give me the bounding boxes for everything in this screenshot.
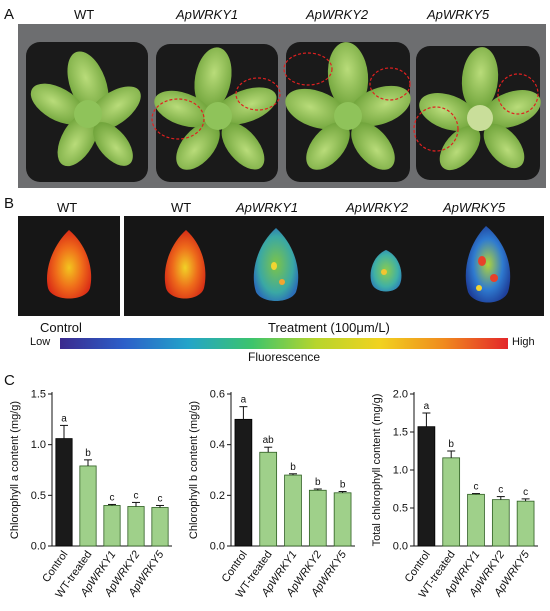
y-tick-label: 0.5 bbox=[393, 503, 408, 515]
damage-circle bbox=[369, 67, 411, 101]
bar bbox=[55, 438, 73, 547]
significance-letter: a bbox=[241, 395, 247, 406]
panel-b-label-wt: WT bbox=[171, 200, 192, 215]
damage-circle bbox=[497, 73, 539, 115]
panel-a-label-wt: WT bbox=[74, 7, 95, 22]
bar bbox=[79, 465, 97, 547]
y-tick-label: 0.4 bbox=[210, 439, 225, 451]
treatment-fluorescence-box bbox=[124, 216, 544, 316]
chlorophyll-a-chart: 0.0 0.5 1.0 1.5 Chlorophyll a content (mg/g)… bbox=[9, 389, 172, 600]
total-chlorophyll-chart: 0.0 0.5 1.0 1.5 2.0 Total chlorophyll content… bbox=[371, 389, 538, 600]
bar bbox=[234, 418, 253, 547]
rosette-apwrky1 bbox=[154, 47, 277, 170]
bar bbox=[151, 507, 169, 547]
panel-a-label-apwrky2: ApWRKY2 bbox=[306, 7, 369, 22]
control-leaf bbox=[46, 230, 92, 299]
scale-high-label: High bbox=[512, 336, 535, 348]
y-tick-label: 0.2 bbox=[210, 490, 225, 502]
plant-photo-drawing bbox=[18, 24, 546, 188]
bar bbox=[467, 493, 485, 547]
bar bbox=[308, 489, 327, 547]
treatment-leaves bbox=[164, 226, 511, 303]
y-tick-label: 1.5 bbox=[31, 389, 46, 401]
bar bbox=[127, 506, 145, 547]
significance-letter: c bbox=[498, 485, 503, 496]
bar bbox=[491, 499, 510, 547]
bar bbox=[442, 457, 461, 547]
y-axis-label: Chlorophyll a content (mg/g) bbox=[9, 401, 21, 539]
significance-letter: a bbox=[424, 401, 430, 412]
fluorescence-color-scale bbox=[60, 338, 508, 349]
y-tick-label: 1.0 bbox=[31, 439, 46, 451]
damage-circle bbox=[283, 52, 333, 86]
significance-letter: c bbox=[523, 487, 528, 498]
significance-letter: b bbox=[290, 462, 296, 473]
damage-circle bbox=[413, 106, 459, 152]
panel-b-label-apwrky2: ApWRKY2 bbox=[346, 200, 409, 215]
damage-circle bbox=[235, 77, 281, 111]
significance-letter: c bbox=[158, 493, 163, 504]
significance-letter: b bbox=[340, 480, 346, 491]
panel-b-label-apwrky1: ApWRKY1 bbox=[236, 200, 299, 215]
panel-a-label-apwrky5: ApWRKY5 bbox=[427, 7, 490, 22]
y-tick-label: 1.0 bbox=[393, 465, 408, 477]
significance-letter: c bbox=[134, 490, 139, 501]
bar bbox=[259, 451, 278, 547]
chlorophyll-b-chart: 0.0 0.2 0.4 0.6 Chlorophyll b content (mg/g)… bbox=[188, 389, 355, 600]
bar bbox=[103, 505, 121, 547]
scale-low-label: Low bbox=[30, 336, 51, 348]
rosette-apwrky5 bbox=[419, 47, 541, 171]
y-axis-label: Total chlorophyll content (mg/g) bbox=[371, 394, 383, 547]
panel-b-label-control-wt: WT bbox=[57, 200, 78, 215]
rosette-wt bbox=[30, 51, 141, 167]
bar bbox=[284, 474, 302, 547]
panel-a-letter: A bbox=[4, 6, 15, 23]
significance-letter: b bbox=[448, 439, 454, 450]
control-label: Control bbox=[40, 320, 82, 335]
panel-c-letter: C bbox=[4, 372, 15, 389]
significance-letter: b bbox=[315, 477, 321, 488]
y-tick-label: 0.0 bbox=[31, 541, 46, 553]
y-tick-label: 1.5 bbox=[393, 427, 408, 439]
significance-letter: a bbox=[61, 413, 67, 424]
rosette-apwrky2 bbox=[285, 42, 411, 170]
y-tick-label: 0.0 bbox=[393, 541, 408, 553]
plant-photo bbox=[18, 24, 546, 188]
significance-letter: c bbox=[110, 492, 115, 503]
panel-b-label-apwrky5: ApWRKY5 bbox=[443, 200, 506, 215]
bar bbox=[333, 492, 352, 547]
damage-circle bbox=[151, 98, 205, 140]
y-tick-label: 0.0 bbox=[210, 541, 225, 553]
y-tick-label: 0.6 bbox=[210, 389, 225, 401]
treatment-label: Treatment (100μm/L) bbox=[268, 320, 390, 335]
significance-letter: b bbox=[85, 448, 91, 459]
scale-title: Fluorescence bbox=[248, 350, 321, 364]
significance-letter: c bbox=[474, 482, 479, 493]
bar bbox=[516, 500, 535, 547]
panel-a-label-apwrky1: ApWRKY1 bbox=[176, 7, 239, 22]
y-tick-label: 0.5 bbox=[31, 490, 46, 502]
bar bbox=[417, 426, 436, 547]
panel-b-letter: B bbox=[4, 195, 15, 212]
y-axis-label: Chlorophyll b content (mg/g) bbox=[188, 401, 200, 539]
control-fluorescence-box bbox=[18, 216, 120, 316]
significance-letter: ab bbox=[263, 435, 275, 446]
y-tick-label: 2.0 bbox=[393, 389, 408, 401]
